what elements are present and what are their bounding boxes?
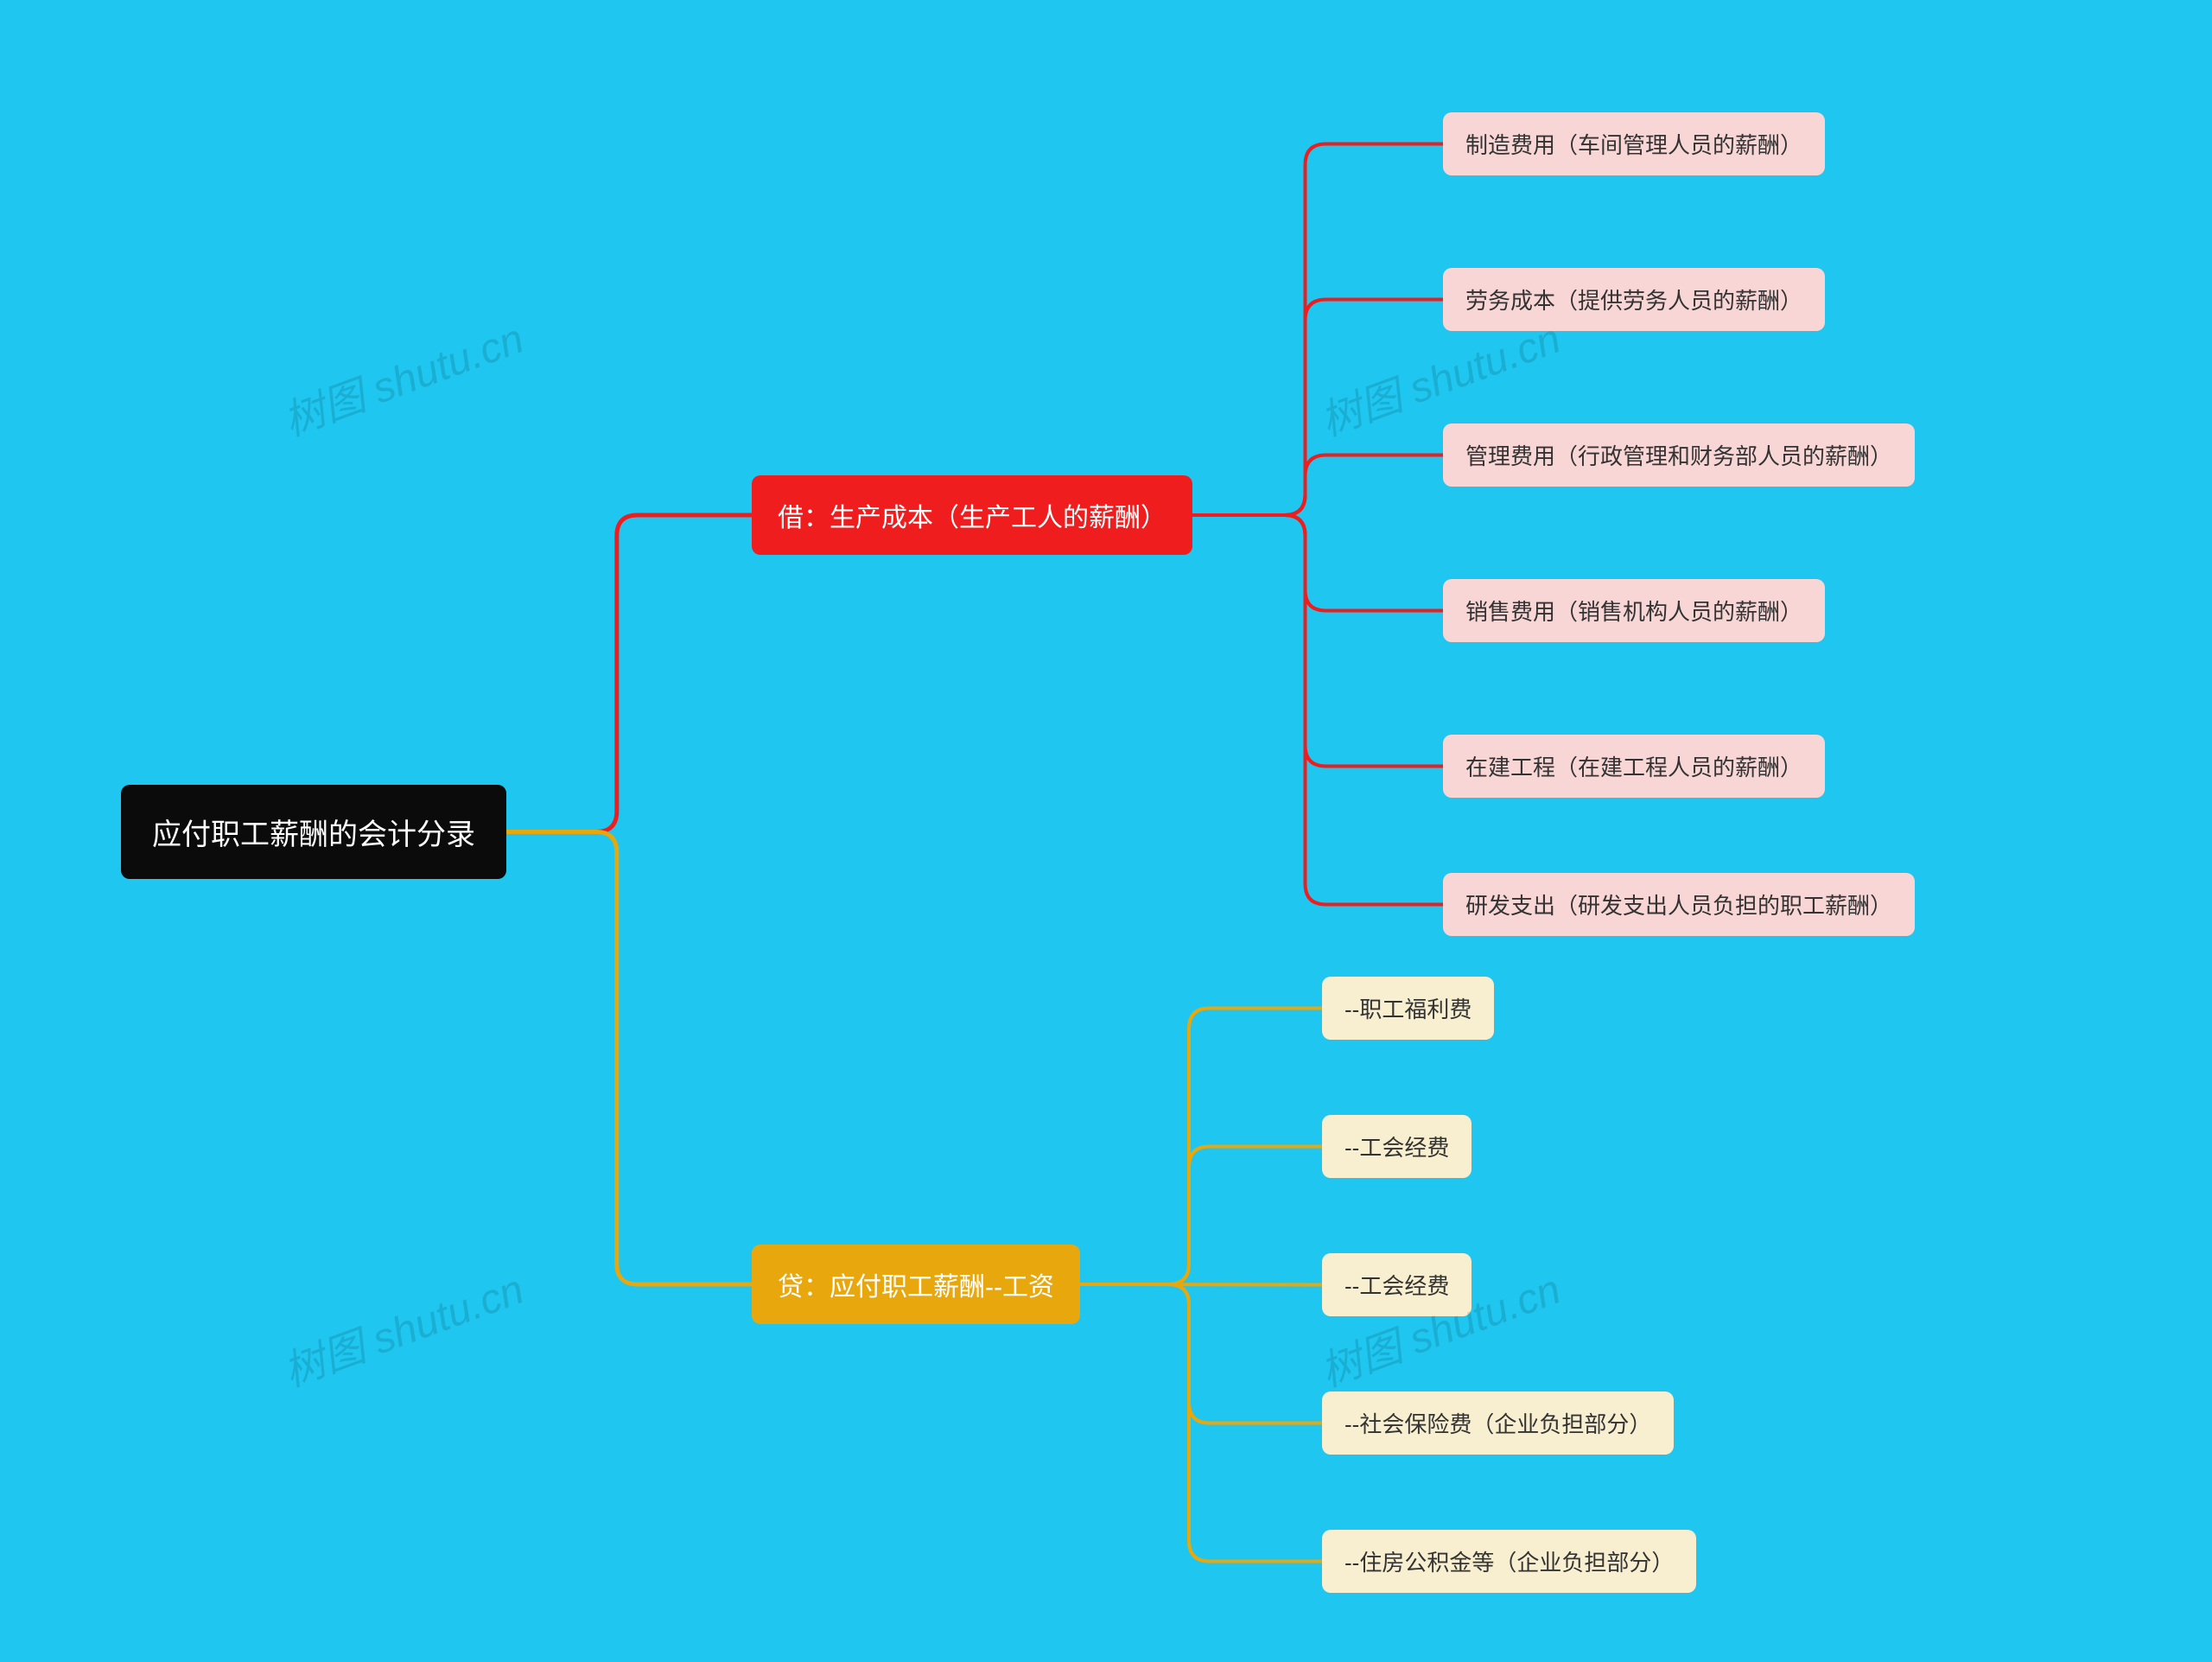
- leaf-credit-0: --职工福利费: [1322, 977, 1494, 1040]
- leaf-credit-2: --工会经费: [1322, 1253, 1471, 1316]
- root-label: 应付职工薪酬的会计分录: [152, 811, 475, 853]
- leaf-credit-1: --工会经费: [1322, 1115, 1471, 1178]
- branch-debit-label: 借：生产成本（生产工人的薪酬）: [778, 496, 1166, 534]
- leaf-credit-4-label: --住房公积金等（企业负担部分）: [1344, 1545, 1674, 1577]
- leaf-credit-1-label: --工会经费: [1344, 1130, 1449, 1162]
- leaf-debit-3: 销售费用（销售机构人员的薪酬）: [1443, 579, 1825, 642]
- leaf-debit-2-label: 管理费用（行政管理和财务部人员的薪酬）: [1465, 439, 1892, 471]
- root-node: 应付职工薪酬的会计分录: [121, 785, 506, 879]
- leaf-debit-2: 管理费用（行政管理和财务部人员的薪酬）: [1443, 423, 1915, 487]
- branch-credit-label: 贷：应付职工薪酬--工资: [778, 1265, 1054, 1303]
- leaf-debit-0-label: 制造费用（车间管理人员的薪酬）: [1465, 128, 1802, 160]
- leaf-debit-3-label: 销售费用（销售机构人员的薪酬）: [1465, 595, 1802, 627]
- leaf-credit-3-label: --社会保险费（企业负担部分）: [1344, 1407, 1651, 1439]
- leaf-debit-4-label: 在建工程（在建工程人员的薪酬）: [1465, 750, 1802, 782]
- leaf-credit-0-label: --职工福利费: [1344, 992, 1471, 1024]
- watermark: 树图 shutu.cn: [274, 304, 531, 447]
- mindmap-canvas: 应付职工薪酬的会计分录 借：生产成本（生产工人的薪酬） 贷：应付职工薪酬--工资…: [0, 0, 2212, 1662]
- leaf-debit-1-label: 劳务成本（提供劳务人员的薪酬）: [1465, 283, 1802, 315]
- branch-credit: 贷：应付职工薪酬--工资: [752, 1245, 1080, 1324]
- leaf-debit-5-label: 研发支出（研发支出人员负担的职工薪酬）: [1465, 888, 1892, 920]
- watermark: 树图 shutu.cn: [274, 1255, 531, 1398]
- leaf-credit-2-label: --工会经费: [1344, 1269, 1449, 1301]
- leaf-debit-5: 研发支出（研发支出人员负担的职工薪酬）: [1443, 873, 1915, 936]
- leaf-debit-4: 在建工程（在建工程人员的薪酬）: [1443, 735, 1825, 798]
- leaf-debit-1: 劳务成本（提供劳务人员的薪酬）: [1443, 268, 1825, 331]
- leaf-debit-0: 制造费用（车间管理人员的薪酬）: [1443, 112, 1825, 175]
- branch-debit: 借：生产成本（生产工人的薪酬）: [752, 475, 1192, 555]
- leaf-credit-4: --住房公积金等（企业负担部分）: [1322, 1530, 1696, 1593]
- leaf-credit-3: --社会保险费（企业负担部分）: [1322, 1391, 1674, 1455]
